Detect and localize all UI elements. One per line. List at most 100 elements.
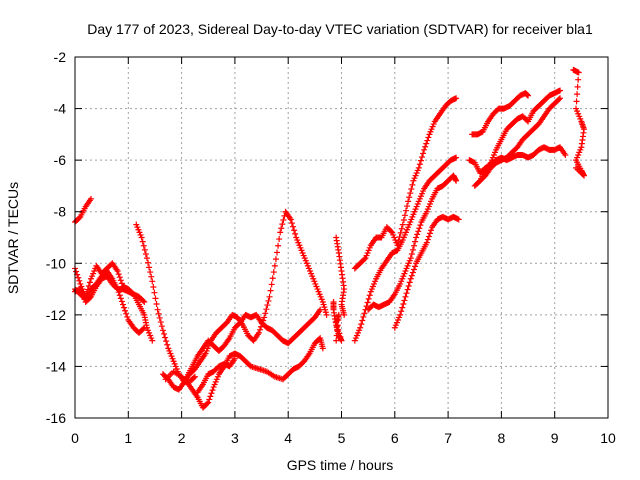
- axis-ticks: [74, 56, 609, 419]
- y-tick-labels: -2 -4 -6 -8 -10 -12 -14 -16: [46, 49, 66, 426]
- y-tick-label: -14: [46, 358, 66, 374]
- data-point: [145, 259, 152, 266]
- data-point: [191, 373, 198, 380]
- data-point: [140, 242, 147, 249]
- data-point: [149, 278, 156, 285]
- data-point: [421, 146, 428, 153]
- data-point: [574, 91, 581, 98]
- data-point: [365, 295, 372, 302]
- data-point: [86, 279, 93, 286]
- data-point: [573, 164, 580, 171]
- data-point: [408, 186, 415, 193]
- data-point: [406, 279, 413, 286]
- data-point: [402, 207, 409, 214]
- data-point: [409, 181, 416, 188]
- data-point: [400, 216, 407, 223]
- y-tick-label: -12: [46, 307, 66, 323]
- data-point: [400, 301, 407, 308]
- data-point: [163, 338, 170, 345]
- data-point: [159, 327, 166, 334]
- y-tick-label: -8: [54, 204, 67, 220]
- data-point: [335, 317, 342, 324]
- data-point: [425, 134, 432, 141]
- data-point: [115, 271, 122, 278]
- data-series: [330, 298, 345, 344]
- data-point: [114, 268, 121, 275]
- data-point: [574, 83, 581, 90]
- data-point: [410, 266, 417, 273]
- data-point: [117, 277, 124, 284]
- data-point: [161, 330, 168, 337]
- data-point: [335, 311, 342, 318]
- data-point: [399, 304, 406, 311]
- data-point: [359, 317, 366, 324]
- data-point: [138, 234, 145, 241]
- data-point: [86, 294, 93, 301]
- data-point: [151, 289, 158, 296]
- data-point: [271, 262, 278, 269]
- data-point: [333, 337, 340, 344]
- data-point: [274, 249, 281, 256]
- data-point: [334, 327, 341, 334]
- data-point: [361, 256, 368, 263]
- x-tick-labels: 0 1 2 3 4 5 6 7 8 9 10: [71, 430, 616, 446]
- data-point: [280, 216, 287, 223]
- data-point: [162, 334, 169, 341]
- data-point: [154, 306, 161, 313]
- data-point: [156, 314, 163, 321]
- data-point: [118, 280, 125, 287]
- data-point: [143, 255, 150, 262]
- data-point: [278, 225, 285, 232]
- data-point: [555, 96, 562, 103]
- data-point: [408, 272, 415, 279]
- data-point: [364, 299, 371, 306]
- data-point: [139, 238, 146, 245]
- data-point: [277, 229, 284, 236]
- y-tick-label: -16: [46, 410, 66, 426]
- data-series: [365, 172, 460, 313]
- data-point: [401, 297, 408, 304]
- data-point: [398, 225, 405, 232]
- data-series: [162, 335, 326, 411]
- data-point: [425, 233, 432, 240]
- y-tick-label: -10: [46, 255, 66, 271]
- data-point: [265, 297, 272, 304]
- data-point: [140, 325, 147, 332]
- data-point: [116, 292, 123, 299]
- data-point: [255, 329, 262, 336]
- data-point: [123, 310, 130, 317]
- data-point: [150, 284, 157, 291]
- data-point: [267, 287, 274, 294]
- data-point: [412, 238, 419, 245]
- data-point: [455, 216, 462, 223]
- y-tick-label: -2: [54, 49, 67, 65]
- data-point: [148, 273, 155, 280]
- data-point: [416, 225, 423, 232]
- data-point: [272, 256, 279, 263]
- data-point: [207, 393, 214, 400]
- data-point: [73, 268, 80, 275]
- x-tick-label: 3: [231, 430, 239, 446]
- data-point: [338, 337, 345, 344]
- x-tick-label: 8: [498, 430, 506, 446]
- data-point: [157, 319, 164, 326]
- data-point: [270, 269, 277, 276]
- data-point: [418, 154, 425, 161]
- data-point: [428, 227, 435, 234]
- data-point: [118, 298, 125, 305]
- data-point: [412, 263, 419, 270]
- data-point: [407, 255, 414, 262]
- x-tick-label: 2: [178, 430, 186, 446]
- data-point: [124, 313, 131, 320]
- data-point: [141, 324, 148, 331]
- data-point: [405, 198, 412, 205]
- data-point: [575, 76, 582, 83]
- data-point: [575, 69, 582, 76]
- data-point: [146, 264, 153, 271]
- data-point: [75, 274, 82, 281]
- data-point: [424, 137, 431, 144]
- data-point: [85, 282, 92, 289]
- data-point: [410, 242, 417, 249]
- data-point: [149, 337, 156, 344]
